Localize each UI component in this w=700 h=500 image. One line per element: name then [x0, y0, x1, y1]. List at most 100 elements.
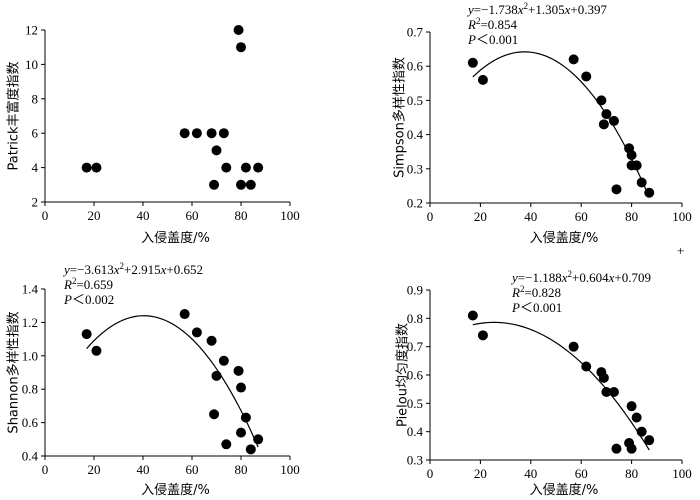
y-tick-label: 0.9 — [407, 283, 423, 298]
data-point — [191, 327, 202, 338]
y-tick-label: 0.4 — [407, 127, 424, 142]
y-tick-label: 10 — [25, 57, 38, 72]
data-point — [631, 160, 642, 171]
x-tick-label: 40 — [524, 209, 537, 224]
data-point — [568, 54, 579, 65]
y-tick-label: 0.8 — [22, 382, 38, 397]
data-point — [218, 128, 229, 139]
data-point — [596, 95, 607, 106]
data-point — [211, 370, 222, 381]
y-axis-title: Simpson多样性指数 — [392, 57, 408, 178]
data-point — [636, 426, 647, 437]
y-tick-label: 0.4 — [22, 449, 39, 464]
fit-equation: y=−1.738x2+1.305x+0.397 — [466, 1, 607, 17]
chart-panel-top-right: 0 20 40 60 80 100 0.2 0.3 0.4 0.5 0.6 0.7 入侵盖度/% Simp… — [392, 1, 692, 246]
y-tick-label: 0.3 — [407, 453, 423, 468]
x-tick-label: 40 — [137, 208, 150, 223]
p-value-label: P＜0.002 — [63, 292, 114, 307]
x-tick-label: 20 — [474, 209, 487, 224]
data-point — [218, 355, 229, 366]
data-point — [598, 119, 609, 130]
fit-curve — [86, 315, 259, 448]
y-tick-label: 0.4 — [407, 424, 424, 439]
y-axis-title: Patrick丰富度指数 — [6, 62, 22, 171]
y-tick-label: 0.5 — [407, 396, 423, 411]
x-tick-label: 0 — [427, 466, 434, 481]
x-axis-title: 入侵盖度/% — [530, 230, 599, 246]
data-point — [608, 115, 619, 126]
fit-equation: y=−3.613x2+2.915x+0.652 — [62, 261, 203, 277]
y-tick-label: 0.5 — [407, 93, 423, 108]
data-point — [206, 335, 217, 346]
r-squared-label: R2=0.828 — [511, 284, 561, 300]
data-point — [598, 372, 609, 383]
x-axis-title: 入侵盖度/% — [141, 482, 210, 498]
data-point — [91, 162, 102, 173]
y-axis-title: Shannon多样性指数 — [6, 311, 22, 433]
data-point — [636, 177, 647, 188]
data-point — [477, 74, 488, 85]
chart-panel-bottom-left: 0 20 40 60 80 100 0.4 0.6 0.8 1.0 1.2 1.4 入侵盖度/% Shan… — [6, 261, 300, 498]
y-axis-title: Pielou均匀度指数 — [395, 323, 411, 427]
data-point — [581, 361, 592, 372]
p-value-label: P＜0.001 — [467, 32, 518, 47]
y-tick-label: 0.3 — [407, 161, 423, 176]
data-point — [233, 25, 244, 35]
y-tick-label: 0.6 — [407, 368, 424, 383]
data-point — [601, 387, 612, 397]
y-tick-label: 1.2 — [22, 315, 38, 330]
data-point — [626, 150, 637, 161]
data-point — [245, 444, 256, 455]
data-point — [81, 162, 92, 173]
x-tick-label: 20 — [88, 208, 101, 223]
data-point — [581, 71, 592, 82]
data-point — [626, 443, 637, 454]
x-tick-label: 0 — [42, 208, 49, 223]
data-point — [91, 345, 102, 356]
data-point — [209, 409, 220, 420]
x-axis-title: 入侵盖度/% — [141, 230, 210, 246]
y-tick-label: 8 — [32, 91, 39, 106]
x-tick-label: 0 — [42, 462, 49, 477]
fit-curve — [472, 51, 650, 198]
r-squared-label: R2=0.854 — [467, 16, 518, 32]
data-point — [253, 162, 264, 173]
data-point — [631, 412, 642, 423]
y-tick-label: 4 — [32, 160, 39, 175]
data-point — [608, 387, 619, 397]
data-point — [253, 434, 264, 445]
data-point — [601, 109, 612, 120]
y-tick-label: 12 — [25, 23, 38, 38]
p-value-label: P＜0.001 — [511, 300, 562, 315]
data-point — [211, 145, 222, 156]
data-point — [611, 184, 622, 195]
data-point — [644, 187, 655, 198]
x-tick-label: 60 — [186, 462, 199, 477]
y-tick-label: 2 — [32, 195, 39, 210]
y-tick-label: 1.4 — [22, 282, 39, 297]
data-point — [611, 443, 622, 454]
r-squared-label: R2=0.659 — [63, 276, 113, 292]
data-point — [477, 330, 488, 341]
x-tick-label: 80 — [625, 209, 638, 224]
data-point — [568, 341, 579, 352]
x-tick-label: 60 — [575, 209, 588, 224]
data-point — [245, 179, 256, 190]
data-point — [236, 382, 246, 393]
chart-panel-top-left: 0 20 40 60 80 100 2 4 6 8 10 12 入侵盖度/% Patrick丰富度指数 — [6, 23, 300, 247]
y-tick-label: 0.6 — [22, 415, 39, 430]
y-tick-label: 0.6 — [407, 59, 424, 74]
y-tick-label: 0.8 — [407, 311, 423, 326]
fit-curve — [472, 321, 650, 451]
data-point — [221, 439, 232, 450]
x-tick-label: 20 — [474, 466, 487, 481]
data-point — [191, 128, 202, 139]
x-tick-label: 100 — [672, 209, 692, 224]
y-tick-label: 1.0 — [22, 348, 38, 363]
x-tick-label: 100 — [280, 462, 300, 477]
data-point — [236, 42, 246, 53]
y-tick-label: 6 — [32, 126, 39, 141]
x-tick-label: 100 — [672, 466, 692, 481]
chart-panel-bottom-right: 0 20 40 60 80 100 0.3 0.4 0.5 0.6 0.7 0.8 0.9 入侵盖度/% P… — [395, 269, 692, 498]
